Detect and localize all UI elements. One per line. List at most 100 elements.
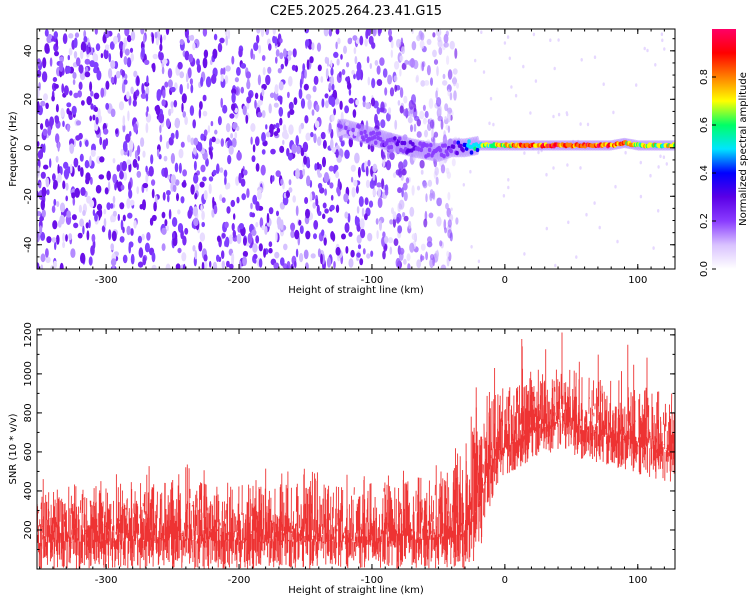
noise-cell [227,154,232,165]
ridge-cell [342,129,347,135]
noise-cell [295,205,299,217]
noise-cell [276,127,281,133]
noise-cell [59,61,64,72]
ridge-cell [351,127,355,133]
spectrogram-x-axis-label: Height of straight line (km) [288,285,424,296]
noise-cell [127,110,130,122]
noise-cell [89,115,92,122]
noise-cell [357,244,362,250]
noise-cell [404,59,409,65]
noise-cell [49,57,53,67]
noise-cell [112,210,117,217]
noise-cell [387,107,392,115]
noise-cell [275,170,281,178]
noise-cell [367,159,371,167]
noise-cell [435,176,439,185]
noise-cell [159,134,163,143]
noise-cell [445,202,449,210]
noise-cell [434,166,439,176]
noise-cell [420,243,426,251]
noise-cell [170,107,174,114]
noise-cell [294,229,300,240]
noise-cell [172,231,176,239]
noise-cell [402,182,408,191]
noise-cell [62,233,65,243]
noise-cell [240,63,247,69]
noise-cell [220,138,224,147]
noise-cell [359,69,364,81]
noise-cell [220,74,224,82]
noise-cell [449,232,453,242]
x-tick-label: 100 [628,275,647,286]
noise-cell [159,124,162,134]
noise-cell [236,233,242,244]
noise-cell [79,153,84,162]
noise-cell [424,210,428,221]
noise-cell [344,105,349,114]
noise-cell [175,263,181,269]
noise-cell [357,166,361,178]
noise-cell [507,178,510,182]
noise-cell [437,36,442,43]
noise-cell [111,230,117,242]
ridge-cell [402,140,407,146]
noise-cell [235,176,240,186]
noise-cell [649,173,652,178]
noise-cell [266,212,270,224]
noise-cell [424,110,429,119]
noise-cell [212,169,217,176]
snr-panel: -300 -200 -100 0 100 200 400 600 800 1000 1200 Hei… [8,322,676,596]
noise-cell [125,133,131,143]
noise-cell [557,38,560,42]
noise-cell [179,71,185,79]
noise-cell [225,236,230,248]
noise-cell [78,64,84,74]
noise-cell [240,86,244,94]
noise-cell [320,253,323,265]
noise-cell [149,217,154,226]
noise-cell [333,108,336,116]
noise-cell [492,122,495,127]
noise-cell [522,64,525,69]
noise-cell [119,236,125,243]
noise-cell [205,76,212,88]
noise-cell [317,64,322,72]
noise-cell [37,165,40,177]
noise-cell [359,35,364,46]
noise-cell [122,123,126,133]
noise-cell [142,150,146,158]
noise-cell [407,263,411,269]
noise-cell [106,202,111,211]
noise-cell [47,125,52,136]
x-tick-label: -100 [361,275,384,286]
noise-cell [234,131,238,139]
noise-cell [356,206,360,214]
noise-cell [406,253,411,262]
noise-cell [354,152,360,164]
noise-cell [348,97,354,104]
noise-cell [356,234,362,244]
noise-cell [347,213,351,223]
noise-cell [199,232,206,242]
noise-cell [389,87,395,97]
noise-cell [48,33,53,40]
noise-cell [436,97,442,107]
noise-cell [112,158,116,164]
noise-cell [164,219,168,227]
noise-cell [51,237,57,243]
noise-cell [233,213,236,220]
noise-cell [386,112,391,122]
noise-cell [394,61,400,70]
ridge-cell [339,124,343,129]
noise-cell [180,141,185,148]
noise-cell [268,207,274,215]
noise-cell [380,119,386,129]
noise-cell [201,261,205,269]
noise-cell [352,35,358,41]
noise-cell [45,177,50,188]
colorbar-tick-label: 0.4 [699,165,710,181]
noise-cell [173,100,178,108]
noise-cell [145,165,148,173]
noise-cell [181,252,187,262]
